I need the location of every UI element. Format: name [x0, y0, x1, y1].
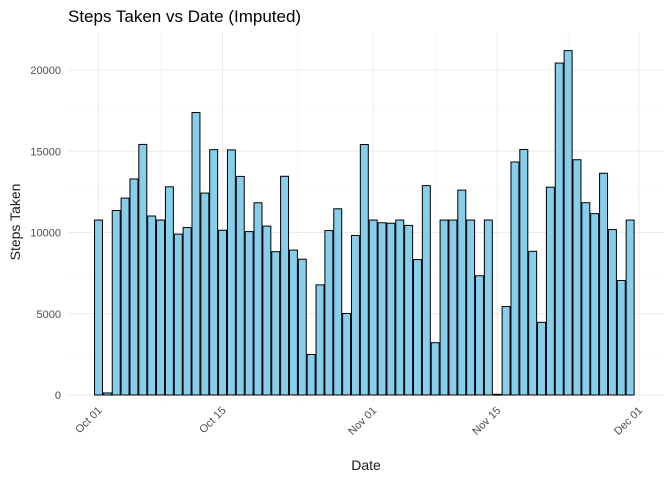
x-tick-label: Oct 15 — [197, 405, 228, 436]
bar — [218, 229, 228, 396]
bar — [519, 148, 529, 396]
bars — [94, 50, 635, 396]
bar — [572, 159, 582, 396]
bar — [244, 231, 254, 396]
x-tick-label: Dec 01 — [612, 405, 645, 438]
bar — [590, 213, 600, 396]
y-tick-label: 20000 — [30, 65, 61, 77]
bar — [413, 259, 422, 396]
bar — [200, 192, 210, 396]
bar — [342, 312, 352, 396]
bar — [475, 275, 484, 396]
bar — [164, 186, 174, 396]
bar — [404, 224, 414, 396]
y-tick-labels: 0 5000 10000 15000 20000 — [30, 65, 61, 402]
bar — [333, 208, 343, 396]
bar — [156, 219, 166, 396]
bar — [262, 225, 272, 396]
bar — [102, 392, 112, 396]
bar — [537, 321, 547, 396]
bar — [324, 230, 334, 396]
bar — [377, 222, 387, 396]
bar — [457, 189, 467, 396]
bar — [616, 279, 626, 396]
bar — [466, 219, 476, 396]
bar — [306, 354, 316, 396]
bar — [554, 62, 564, 396]
x-tick-label: Nov 15 — [470, 405, 503, 438]
bar — [226, 149, 236, 396]
bar — [280, 175, 290, 396]
bar — [271, 251, 281, 396]
bar — [483, 219, 493, 396]
y-tick-label: 0 — [55, 390, 61, 402]
bar — [448, 219, 458, 396]
bar — [421, 185, 431, 396]
bar — [386, 222, 396, 396]
y-tick-label: 15000 — [30, 146, 61, 158]
bar — [545, 186, 555, 396]
bar — [563, 50, 573, 396]
bar — [94, 219, 103, 396]
bar — [147, 215, 157, 396]
bar — [528, 250, 538, 396]
bar — [350, 234, 360, 396]
x-tick-labels: Oct 01 Oct 15 Nov 01 Nov 15 Dec 01 — [73, 405, 645, 438]
bar — [253, 202, 263, 396]
bar — [235, 175, 245, 396]
bar — [120, 197, 130, 396]
bar — [288, 249, 298, 396]
bar — [430, 342, 440, 396]
bar — [599, 172, 609, 396]
x-tick-label: Oct 01 — [73, 405, 104, 436]
bar — [510, 161, 520, 396]
bar — [581, 202, 591, 396]
bar — [138, 143, 148, 396]
bar — [297, 258, 307, 396]
bar — [209, 149, 219, 396]
y-axis-title: Steps Taken — [7, 184, 23, 261]
chart-title: Steps Taken vs Date (Imputed) — [68, 7, 301, 26]
x-axis-title: Date — [351, 457, 381, 473]
bar — [501, 306, 511, 396]
bar — [315, 284, 325, 396]
bar — [439, 219, 449, 396]
bar — [173, 233, 183, 396]
bar — [625, 219, 635, 396]
y-tick-label: 10000 — [30, 228, 61, 240]
bar — [359, 144, 369, 396]
bar — [607, 229, 617, 396]
bar — [129, 178, 139, 396]
bar — [191, 112, 201, 396]
y-tick-label: 5000 — [37, 309, 61, 321]
bar — [111, 210, 121, 396]
bar — [492, 393, 502, 396]
bar — [182, 227, 192, 396]
bar — [395, 219, 405, 396]
x-tick-label: Nov 01 — [346, 405, 379, 438]
bar — [368, 219, 378, 396]
